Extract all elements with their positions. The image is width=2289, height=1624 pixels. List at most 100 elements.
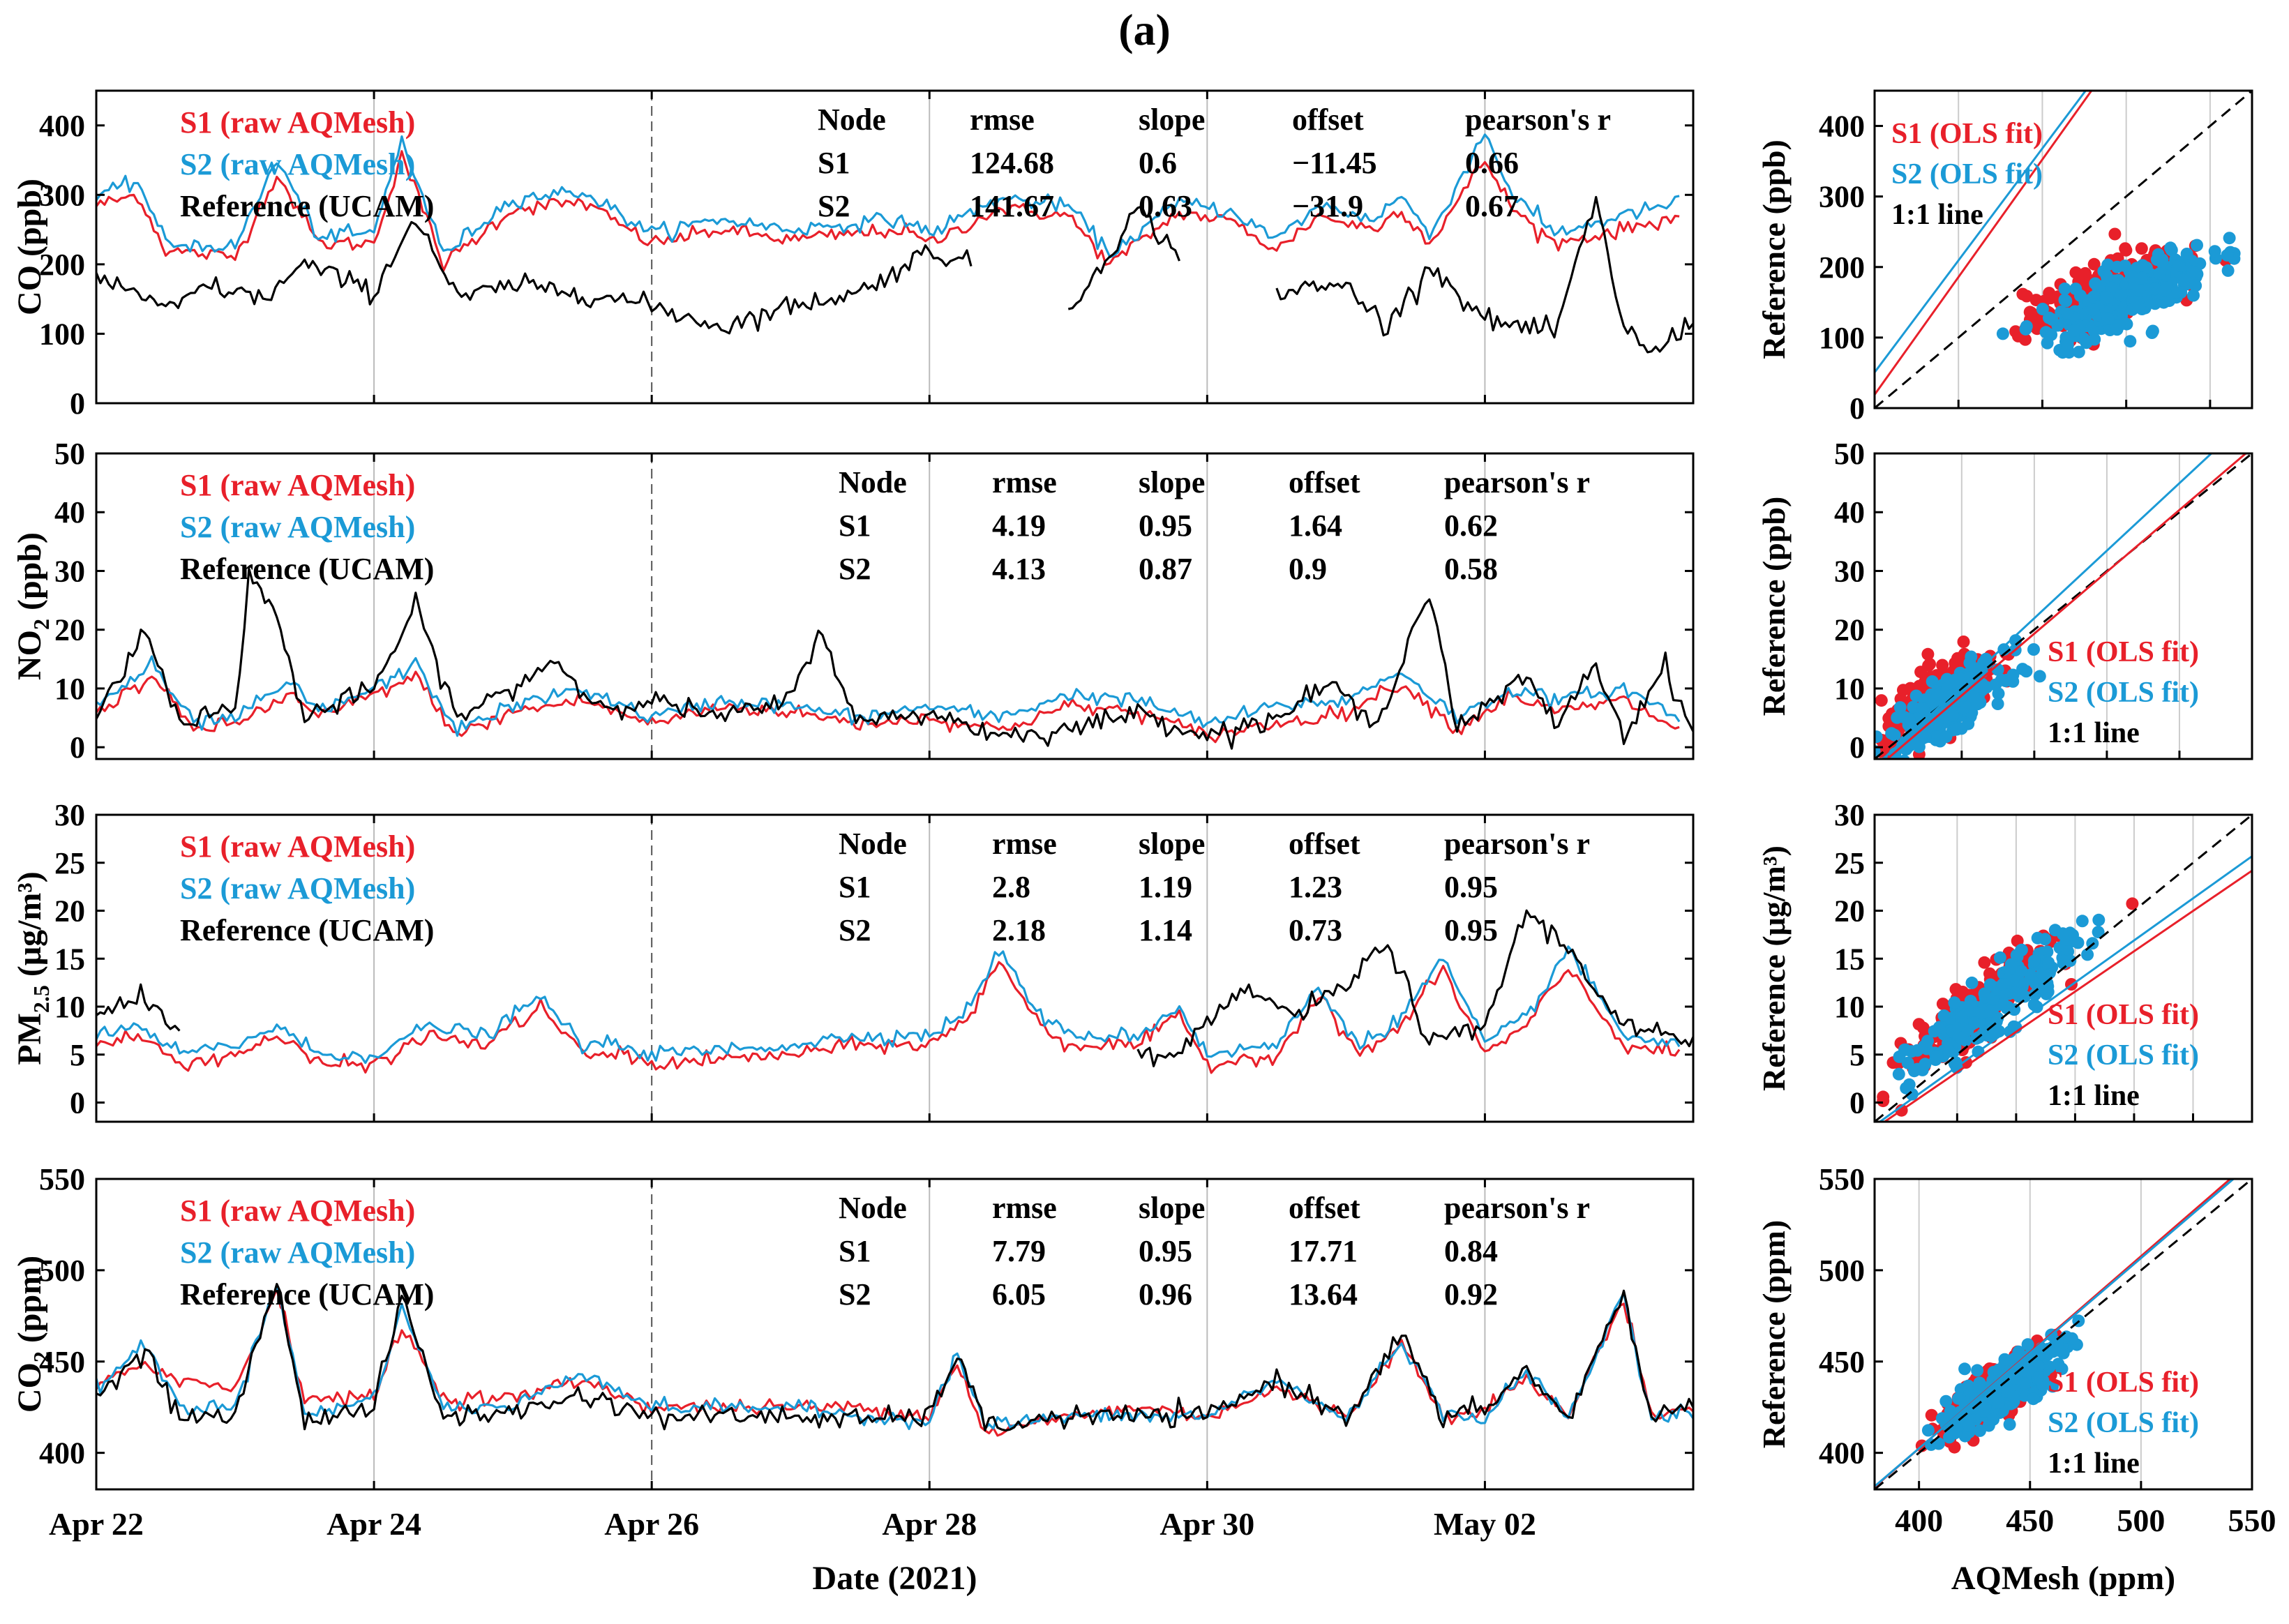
legend-item-reference: Reference (UCAM) [180,189,434,223]
scatter-point-s2 [2043,1360,2056,1374]
scatter-point-s2 [2050,1336,2064,1348]
scatter-point-s2 [1996,327,2009,340]
legend-item-reference: Reference (UCAM) [180,552,434,586]
scatter-point-s1 [1921,647,1935,661]
y-tick-label: 30 [1834,554,1865,588]
stats-cell: 0.58 [1444,552,1498,586]
y-axis-label-pm25: PM2.5 (μg/m³) [11,871,54,1065]
x-tick-label: May 02 [1434,1506,1536,1542]
scatter-point-s2 [2082,294,2095,307]
y-tick-label: 0 [70,730,85,765]
scatter-point-s1 [1922,659,1935,672]
y-tick-label: 0 [1849,1086,1865,1120]
scatter-point-s2 [1948,996,1961,1009]
scatter-point-s2 [2136,259,2149,272]
y-axis-label-no2: NO2 (ppb) [11,532,54,680]
y-tick-label: 20 [54,894,85,928]
y-tick-label: 400 [1819,1436,1865,1471]
scatter-frame [1873,452,2253,760]
time-panel-pm25: 0 5 10 15 20 25 30 PM2.5 (μg/m³) S1 (raw AQMesh)… [11,798,1695,1123]
scatter-point-s2 [2105,281,2118,294]
scatter-point-s2 [2043,311,2055,324]
scatter-point-s2 [1944,1404,1957,1418]
scatter-point-s2 [2132,301,2145,314]
scatter-panel-pm25_scatter: 0 5 10 15 20 25 30 Reference (μg/m³) S1 (OLS fit… [1756,798,2253,1123]
scatter-point-s2 [2186,265,2200,278]
stats-cell: 0.95 [1444,870,1498,904]
legend-item-s2: S2 (raw AQMesh) [180,871,415,905]
scatter-point-s2 [1955,1010,1968,1023]
x-tick-label: 500 [2117,1503,2165,1538]
legend-item-s1: S1 (raw AQMesh) [180,1194,415,1228]
scatter-point-s1 [2126,897,2139,910]
scatter-point-s2 [2124,335,2137,348]
scatter-point-s2 [2039,933,2052,946]
series-line-reference [1067,205,1180,310]
scatter-point-s1 [1897,684,1909,697]
stats-cell: S2 [839,913,871,947]
y-tick-label: 15 [54,942,85,976]
stats-cell: S2 [839,1277,871,1311]
legend-item-s2: S2 (raw AQMesh) [180,147,415,181]
series-line-reference [1275,195,1695,354]
series-line-reference [96,1283,1695,1432]
scatter-point-s2 [2006,974,2020,987]
x-axis-label: Date (2021) [813,1560,977,1597]
stats-cell: 1.14 [1139,913,1192,947]
scatter-point-s2 [1963,1401,1976,1415]
scatter-point-s1 [1877,1095,1890,1108]
y-tick-label: 0 [70,1086,85,1120]
series-line-reference [96,983,181,1032]
scatter-legend-item: S2 (OLS fit) [2048,677,2199,709]
scatter-point-s2 [2145,326,2159,339]
stats-header: offset [1289,1191,1360,1225]
y-tick-label: 20 [54,613,85,647]
stats-cell: 4.13 [992,552,1046,586]
scatter-point-s2 [1893,701,1907,714]
scatter-point-s2 [1875,730,1883,744]
scatter-point-s2 [2089,277,2102,290]
scatter-point-s1 [2043,287,2056,300]
scatter-point-s2 [2015,965,2028,978]
scatter-point-s2 [2019,322,2032,336]
ols-line-s2 [1875,1179,2235,1487]
stats-header: rmse [970,103,1035,137]
y-tick-label: 100 [1819,321,1865,355]
scatter-point-s2 [2208,245,2221,258]
y-tick-label: 500 [39,1254,85,1288]
scatter-point-s2 [2020,665,2033,678]
scatter-legend-item: 1:1 line [1891,199,1983,231]
series-line-s2 [96,655,1681,737]
legend-item-s1: S1 (raw AQMesh) [180,105,415,140]
y-tick-label: 400 [39,1436,85,1471]
ols-line-s2 [1875,91,2087,373]
ols-line-s2 [1878,855,2252,1122]
scatter-point-s2 [2027,643,2040,656]
scatter-point-s2 [2041,336,2054,349]
stats-cell: 2.8 [992,870,1030,904]
x-tick-label: Apr 28 [882,1506,977,1542]
stats-cell: 0.87 [1139,552,1192,586]
stats-cell: 6.05 [992,1277,1046,1311]
stats-cell: 0.66 [1465,146,1519,180]
scatter-point-s2 [1984,1005,1997,1018]
x-tick-label: 400 [1895,1503,1943,1538]
scatter-point-s2 [2092,926,2105,939]
stats-header: rmse [992,827,1057,861]
stats-header: slope [1139,103,1205,137]
y-tick-label: 400 [39,109,85,143]
y-tick-label: 25 [54,846,85,880]
scatter-point-s2 [1916,702,1930,716]
scatter-point-s2 [1971,698,1984,711]
scatter-point-s2 [2036,967,2049,980]
scatter-point-s2 [2101,291,2114,304]
scatter-point-s2 [2027,954,2041,968]
scatter-point-s1 [2119,243,2133,257]
scatter-point-s2 [1974,1391,1987,1404]
y-tick-label: 450 [39,1345,85,1379]
scatter-point-s2 [2006,668,2020,682]
y-tick-label: 50 [1834,437,1865,471]
scatter-point-s2 [1974,1424,1986,1437]
stats-cell: 0.67 [1465,189,1519,223]
scatter-legend-item: S1 (OLS fit) [1891,118,2043,150]
